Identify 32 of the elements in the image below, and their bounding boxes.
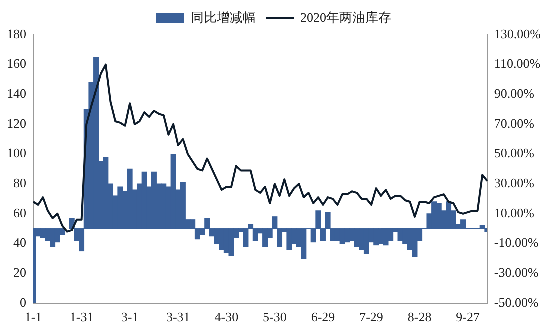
x-tick-label: 4-30 <box>214 310 239 325</box>
x-tick-label: 1-1 <box>24 310 42 325</box>
y2-tick-label: -30.00% <box>494 265 539 280</box>
x-tick-label: 6-29 <box>311 310 336 325</box>
y-tick-label: 120 <box>7 116 26 131</box>
legend-label: 同比增减幅 <box>191 10 256 25</box>
x-tick-label: 9-27 <box>456 310 481 325</box>
x-tick-label: 8-28 <box>408 310 432 325</box>
y2-tick-label: 110.00% <box>494 56 541 72</box>
y-tick-label: 80 <box>14 176 26 191</box>
y2-tick-label: 90.00% <box>494 86 535 102</box>
y2-tick-label: -50.00% <box>494 294 539 310</box>
y2-tick-label: 30.00% <box>494 176 535 191</box>
x-tick-label: 5-30 <box>263 310 287 325</box>
y-tick-label: 140 <box>7 86 26 102</box>
x-tick-label: 3-31 <box>166 310 190 325</box>
y2-tick-label: 70.00% <box>494 116 535 131</box>
x-tick-label: 7-29 <box>360 310 384 325</box>
y-tick-label: 160 <box>7 56 26 72</box>
x-tick-label: 3-1 <box>121 310 139 325</box>
y-tick-label: 0 <box>20 294 26 310</box>
y2-tick-label: 130.00% <box>494 26 542 42</box>
y-tick-label: 20 <box>14 265 26 280</box>
y-tick-label: 100 <box>7 146 26 161</box>
y2-tick-label: -10.00% <box>494 235 539 250</box>
x-tick-label: 1-31 <box>70 310 94 325</box>
legend-label: 2020年两油库存 <box>300 10 392 25</box>
y-tick-label: 180 <box>7 26 26 42</box>
y2-tick-label: 50.00% <box>494 146 535 161</box>
y2-tick-label: 10.00% <box>494 205 535 220</box>
y-tick-label: 60 <box>14 205 26 220</box>
y-tick-label: 40 <box>14 235 26 250</box>
